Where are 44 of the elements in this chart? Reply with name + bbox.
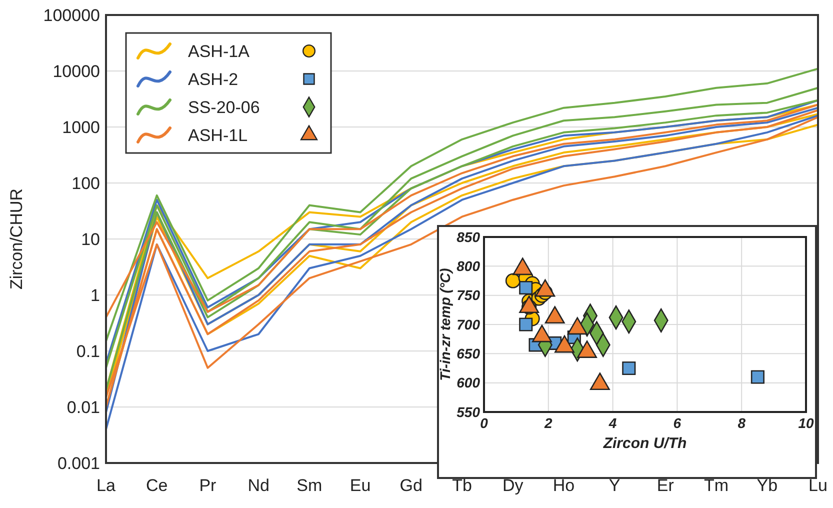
- x-tick-label: Yb: [756, 476, 778, 495]
- x-tick-label: 4: [608, 415, 617, 431]
- x-tick-label: Pr: [199, 476, 217, 495]
- x-tick-label: Er: [656, 476, 674, 495]
- x-tick-label: 10: [798, 415, 814, 431]
- x-tick-label: Sm: [296, 476, 322, 495]
- y-tick-label: 700: [456, 316, 480, 332]
- y-tick-label: 10: [81, 230, 100, 249]
- x-tick-label: Ce: [146, 476, 168, 495]
- y-tick-label: 750: [456, 287, 480, 304]
- y-tick-label: 100000: [43, 6, 100, 25]
- y-tick-label: 600: [456, 374, 480, 391]
- y-tick-label: 0.1: [76, 342, 100, 361]
- x-tick-label: La: [96, 476, 116, 495]
- legend-label: ASH-1A: [188, 42, 250, 61]
- x-tick-label: 0: [480, 415, 488, 431]
- y-axis-title: Ti-in-zr temp (°C): [437, 268, 453, 381]
- y-tick-label: 800: [456, 258, 480, 274]
- y-tick-label: 1: [90, 286, 100, 305]
- y-tick-label: 650: [456, 346, 480, 362]
- y-tick-label: 1000: [62, 118, 100, 137]
- y-tick-label: 10000: [52, 62, 100, 81]
- y-tick-label: 0.001: [57, 454, 100, 473]
- x-axis-title: Zircon U/Th: [602, 435, 687, 452]
- x-tick-label: Tm: [704, 476, 729, 495]
- x-tick-label: Nd: [248, 476, 270, 495]
- y-tick-label: 0.01: [66, 398, 100, 417]
- x-tick-label: Tb: [452, 476, 472, 495]
- x-tick-label: Y: [608, 476, 620, 495]
- x-tick-label: 6: [673, 415, 682, 431]
- y-tick-label: 100: [72, 174, 100, 193]
- y-tick-label: 550: [456, 404, 480, 420]
- legend-label: SS-20-06: [188, 98, 260, 117]
- x-tick-label: Ho: [552, 476, 575, 495]
- x-tick-label: Gd: [400, 476, 422, 495]
- y-tick-label: 850: [456, 228, 480, 245]
- x-tick-label: Lu: [808, 476, 828, 495]
- legend-label: ASH-2: [188, 70, 238, 89]
- x-tick-label: 8: [738, 415, 746, 431]
- x-tick-label: Dy: [502, 476, 524, 495]
- y-axis-title: Zircon/CHUR: [7, 188, 26, 290]
- x-tick-label: Eu: [350, 476, 371, 495]
- x-tick-label: 2: [544, 415, 552, 431]
- legend-label: ASH-1L: [188, 126, 248, 145]
